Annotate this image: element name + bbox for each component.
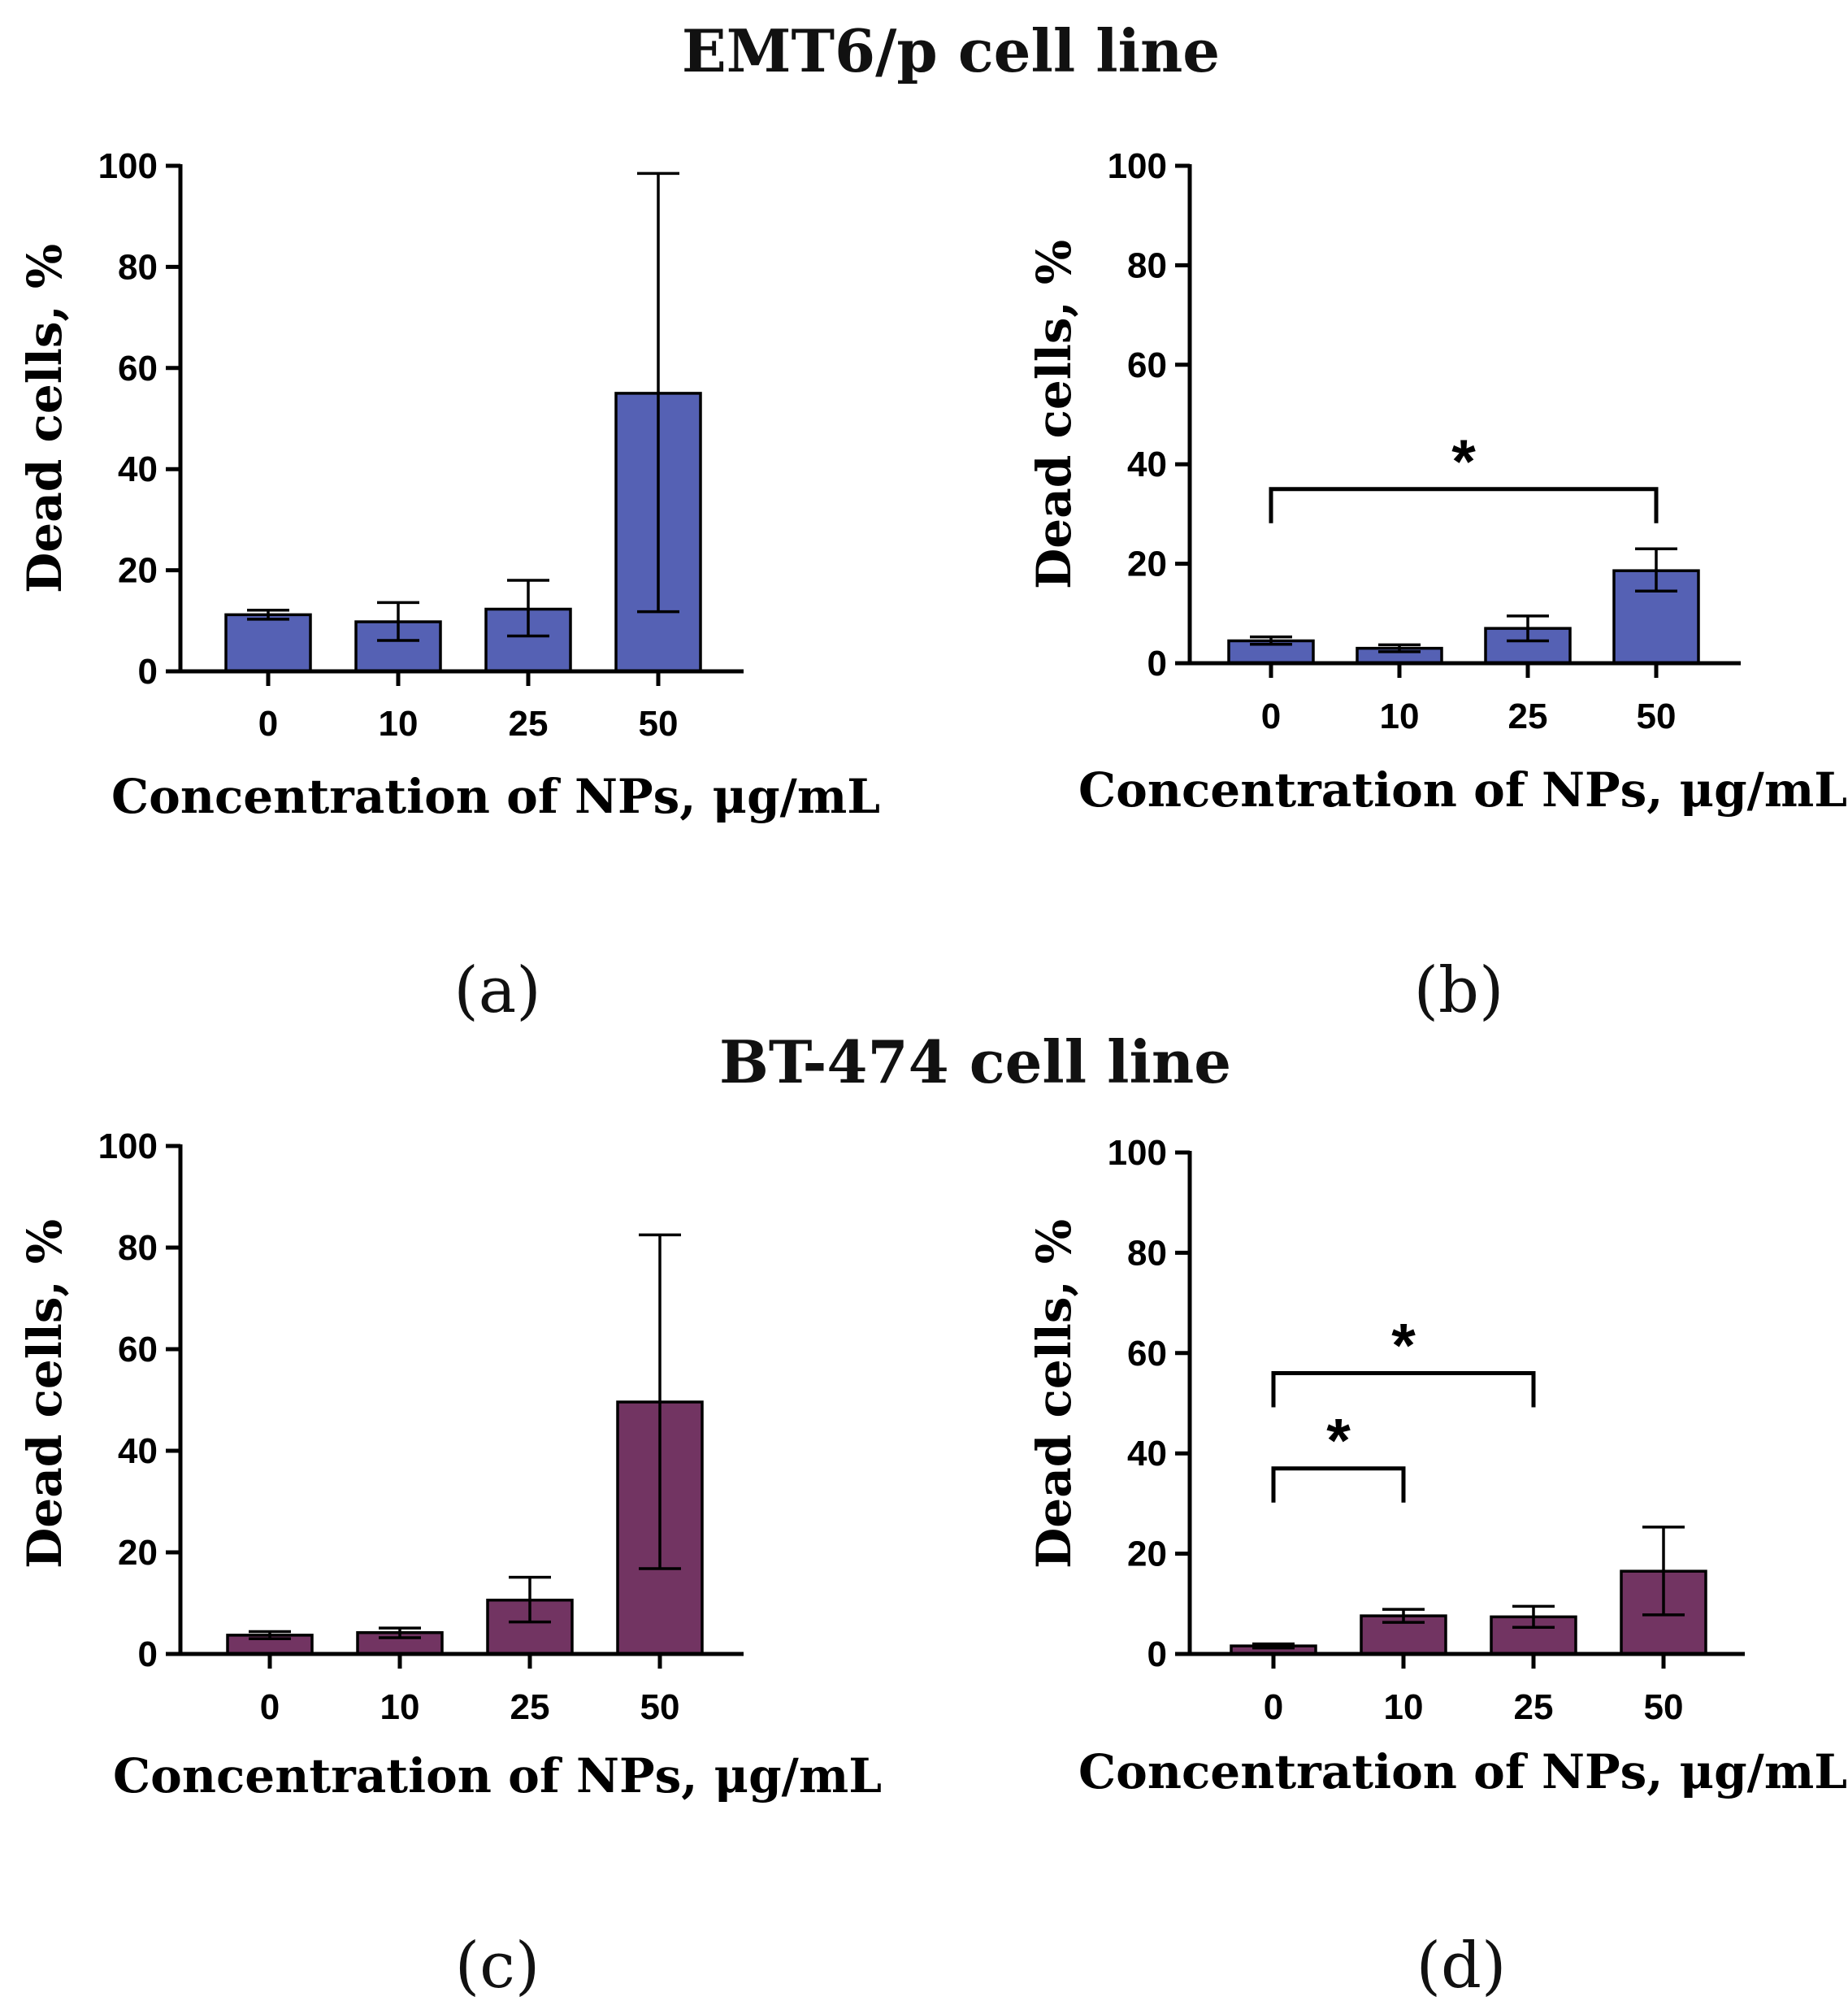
y-tick-label: 0 (1147, 1634, 1167, 1674)
x-tick-label: 0 (1261, 697, 1281, 736)
y-tick-label: 40 (1127, 445, 1167, 484)
y-tick-label: 0 (138, 1634, 158, 1674)
y-tick-label: 20 (1127, 545, 1167, 584)
significance-star: * (1326, 1407, 1351, 1476)
y-tick-label: 20 (1127, 1534, 1167, 1574)
x-tick-label: 0 (1264, 1687, 1283, 1727)
y-tick-label: 80 (118, 1228, 158, 1268)
y-tick-label: 0 (1147, 644, 1167, 684)
x-tick-label: 25 (509, 704, 549, 744)
x-axis-label: Concentration of NPs, μg/mL (111, 769, 880, 824)
bar (224, 613, 312, 673)
chart-panel-b: 0 20 40 60 80 100 0 10 25 50 * Concentration of NPs… (1026, 146, 1847, 1027)
x-tick-label: 25 (1508, 697, 1548, 736)
significance-star: * (1451, 428, 1476, 497)
y-tick-label: 60 (1127, 345, 1167, 385)
chart-panel-c: 0 20 40 60 80 100 0 10 25 50 Concentration of NPs,… (17, 1126, 882, 2001)
x-tick-label: 25 (510, 1687, 550, 1727)
x-tick-label: 50 (640, 1687, 680, 1727)
x-tick-label: 50 (1637, 697, 1677, 736)
y-axis-label: Dead cells, % (17, 1219, 72, 1569)
x-tick-label: 25 (1514, 1687, 1554, 1727)
y-tick-label: 40 (1127, 1434, 1167, 1474)
y-tick-label: 100 (98, 1126, 158, 1166)
x-tick-label: 10 (1380, 697, 1420, 736)
y-tick-label: 80 (1127, 1233, 1167, 1273)
y-tick-label: 80 (1127, 245, 1167, 285)
significance-bracket (1271, 1466, 1406, 1503)
y-tick-label: 40 (118, 449, 158, 489)
significance-bracket (1271, 1370, 1536, 1408)
x-tick-label: 0 (260, 1687, 280, 1727)
y-tick-label: 60 (118, 1330, 158, 1369)
y-tick-label: 60 (118, 349, 158, 388)
y-axis-label: Dead cells, % (17, 244, 72, 593)
y-tick-label: 100 (98, 146, 158, 186)
x-tick-label: 50 (639, 704, 679, 744)
y-axis-label: Dead cells, % (1026, 1219, 1082, 1569)
y-tick-label: 0 (138, 652, 158, 692)
y-tick-label: 40 (118, 1431, 158, 1471)
y-tick-label: 80 (118, 247, 158, 287)
x-tick-label: 0 (258, 704, 278, 744)
significance-bracket (1269, 487, 1659, 523)
x-axis-label: Concentration of NPs, μg/mL (113, 1748, 882, 1804)
x-tick-label: 10 (1384, 1687, 1424, 1727)
x-tick-label: 10 (379, 704, 419, 744)
y-axis-label: Dead cells, % (1026, 240, 1082, 589)
section-title-bt474: BT-474 cell line (719, 1027, 1231, 1096)
x-tick-label: 10 (380, 1687, 420, 1727)
panel-label: (d) (1416, 1929, 1507, 2001)
x-axis-label: Concentration of NPs, μg/mL (1078, 762, 1847, 818)
y-tick-label: 20 (118, 551, 158, 591)
chart-panel-a: 0 20 40 60 80 100 0 10 25 50 Concentration of NPs,… (17, 146, 880, 1027)
x-tick-label: 50 (1644, 1687, 1684, 1727)
panel-label: (a) (453, 954, 540, 1027)
y-tick-label: 100 (1108, 146, 1167, 186)
chart-panel-d: 0 20 40 60 80 100 0 10 25 50 * * Concentration of NP… (1026, 1133, 1847, 2001)
panel-label: (c) (455, 1929, 540, 2001)
panel-label: (b) (1414, 954, 1504, 1027)
section-title-emt6: EMT6/p cell line (682, 16, 1220, 85)
y-tick-label: 20 (118, 1533, 158, 1573)
x-axis-label: Concentration of NPs, μg/mL (1078, 1744, 1847, 1799)
y-tick-label: 100 (1108, 1133, 1167, 1173)
significance-star: * (1391, 1311, 1416, 1380)
y-tick-label: 60 (1127, 1334, 1167, 1374)
